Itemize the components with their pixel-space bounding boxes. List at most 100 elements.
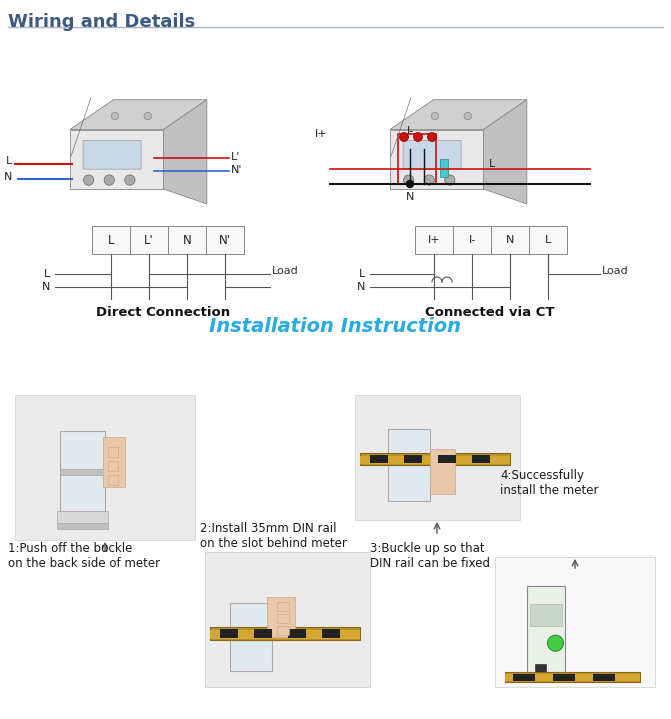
Bar — [108, 462, 118, 472]
Text: L: L — [6, 156, 12, 166]
Bar — [472, 455, 490, 463]
Text: L: L — [359, 269, 365, 279]
Text: N: N — [506, 235, 514, 245]
Text: I-: I- — [407, 126, 413, 136]
Bar — [404, 455, 422, 463]
Circle shape — [403, 175, 414, 186]
Bar — [267, 597, 295, 637]
Polygon shape — [484, 100, 527, 204]
Bar — [108, 475, 118, 485]
Bar — [92, 226, 130, 254]
Polygon shape — [390, 129, 484, 189]
Circle shape — [431, 112, 439, 120]
Text: I-: I- — [468, 235, 476, 245]
Bar — [513, 674, 535, 681]
Bar — [388, 429, 430, 501]
Polygon shape — [390, 100, 527, 129]
Text: 1:Push off the buckle
on the back side of meter: 1:Push off the buckle on the back side o… — [8, 542, 160, 570]
Circle shape — [464, 112, 472, 120]
Bar — [505, 674, 640, 681]
Circle shape — [125, 175, 135, 186]
Text: N: N — [356, 282, 365, 292]
Circle shape — [399, 132, 409, 142]
Bar — [57, 511, 108, 523]
Circle shape — [407, 180, 413, 188]
Text: Connected via CT: Connected via CT — [425, 306, 555, 319]
Text: L': L' — [144, 234, 154, 247]
Circle shape — [144, 112, 152, 120]
Bar — [505, 672, 640, 682]
Bar — [527, 586, 565, 674]
Text: N': N' — [231, 165, 242, 175]
Circle shape — [104, 175, 115, 186]
Circle shape — [445, 175, 455, 186]
Bar — [57, 523, 108, 529]
Text: Direct Connection: Direct Connection — [96, 306, 230, 319]
Bar — [220, 629, 238, 638]
Text: L': L' — [231, 152, 240, 162]
Bar — [360, 457, 510, 464]
Text: 2:Install 35mm DIN rail
on the slot behind meter: 2:Install 35mm DIN rail on the slot behi… — [200, 522, 347, 550]
Text: L: L — [44, 269, 50, 279]
Bar — [60, 431, 105, 511]
Bar — [15, 395, 195, 540]
Bar — [210, 630, 360, 639]
Circle shape — [111, 112, 119, 120]
Bar — [491, 226, 529, 254]
Text: L: L — [545, 235, 551, 245]
Bar — [276, 603, 289, 611]
Text: Load: Load — [272, 266, 299, 276]
Bar — [529, 226, 567, 254]
Bar — [130, 226, 168, 254]
Bar — [108, 447, 118, 457]
Text: N': N' — [219, 234, 231, 247]
Polygon shape — [70, 129, 164, 189]
Bar — [288, 629, 306, 638]
Text: N: N — [183, 234, 191, 247]
Text: 3:Buckle up so that
DIN rail can be fixed: 3:Buckle up so that DIN rail can be fixe… — [370, 542, 490, 570]
Bar — [593, 674, 615, 681]
Bar — [453, 226, 491, 254]
Text: Installation Instruction: Installation Instruction — [209, 316, 461, 336]
Bar — [103, 437, 125, 487]
FancyBboxPatch shape — [403, 140, 461, 169]
Bar — [276, 626, 289, 636]
Circle shape — [424, 175, 434, 186]
Text: I+: I+ — [315, 129, 328, 139]
Bar — [415, 226, 453, 254]
Text: N: N — [42, 282, 50, 292]
Bar — [495, 557, 655, 687]
Circle shape — [548, 635, 564, 651]
Bar — [535, 664, 546, 672]
Bar — [60, 469, 105, 475]
Bar — [206, 226, 244, 254]
Text: Load: Load — [602, 266, 629, 276]
Bar — [229, 603, 272, 671]
Text: I+: I+ — [427, 235, 440, 245]
Bar — [322, 629, 340, 638]
Text: 4:Successfully
install the meter: 4:Successfully install the meter — [500, 469, 599, 497]
Polygon shape — [164, 100, 207, 204]
Text: N: N — [3, 172, 12, 182]
Text: L: L — [489, 159, 495, 169]
Bar — [355, 395, 520, 520]
Bar — [530, 603, 562, 626]
Bar — [440, 159, 448, 177]
Bar — [360, 453, 510, 465]
Bar — [168, 226, 206, 254]
Bar — [370, 455, 388, 463]
Bar — [553, 674, 575, 681]
Circle shape — [413, 132, 423, 142]
Circle shape — [427, 132, 437, 142]
Text: N: N — [406, 192, 414, 202]
Circle shape — [84, 175, 94, 186]
Text: L: L — [108, 234, 114, 247]
Bar — [210, 627, 360, 640]
Polygon shape — [70, 100, 207, 129]
Bar — [205, 552, 370, 687]
Bar — [276, 615, 289, 623]
Text: Wiring and Details: Wiring and Details — [8, 13, 195, 31]
Bar — [430, 449, 455, 494]
Bar — [254, 629, 272, 638]
FancyBboxPatch shape — [83, 140, 141, 169]
